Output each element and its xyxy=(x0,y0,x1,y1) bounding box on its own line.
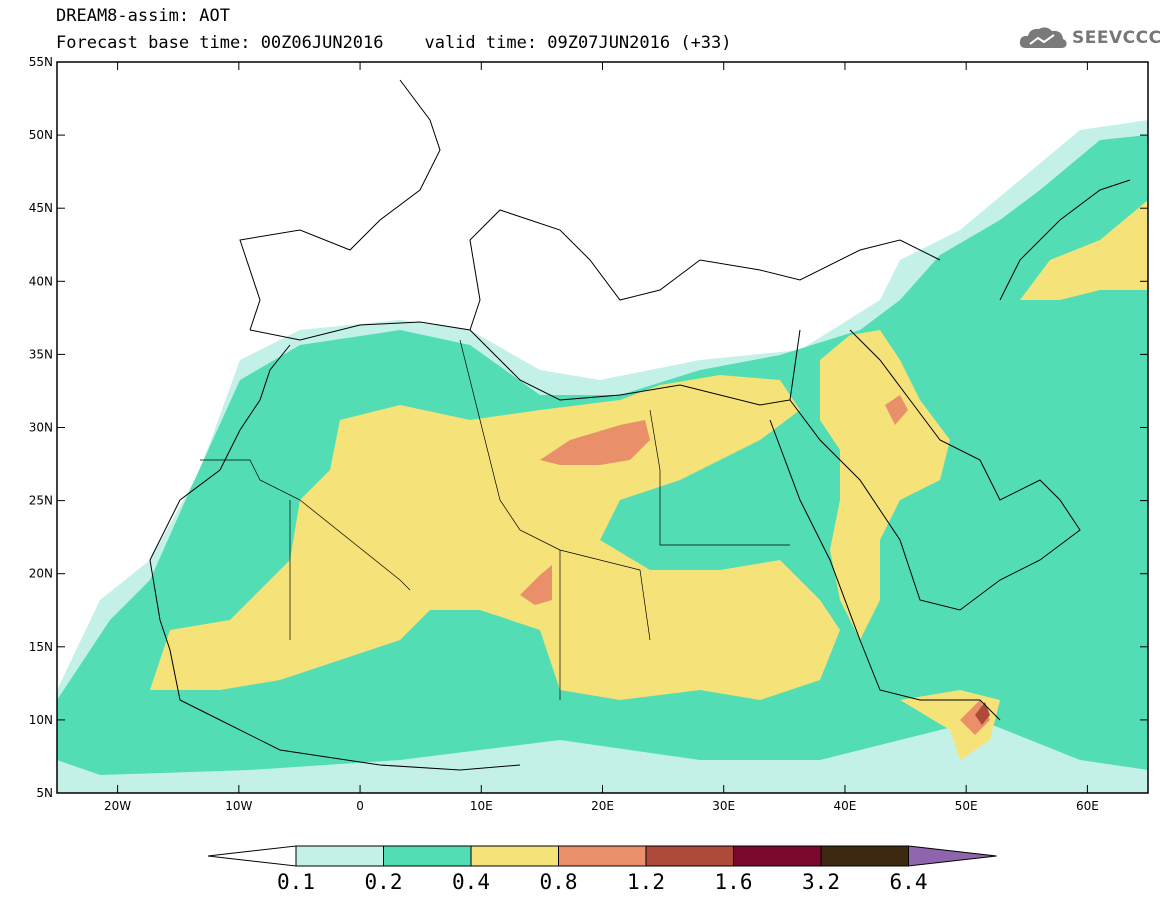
lat-tick-label: 55N xyxy=(29,55,53,69)
colorbar-label: 1.6 xyxy=(715,870,753,894)
logo-text: SEEVCCC xyxy=(1072,28,1162,48)
lat-tick-label: 35N xyxy=(29,347,53,361)
aot-band-0.4 xyxy=(150,375,840,700)
aot-band-0.4-caspian xyxy=(1020,200,1148,300)
map-title: DREAM8-assim: AOT xyxy=(56,6,230,26)
lon-axis: 20W 10W 0 10E 20E 30E 40E 50E 60E xyxy=(104,62,1099,813)
lon-tick-label: 20W xyxy=(104,799,131,813)
map-subtitle: Forecast base time: 00Z06JUN2016 valid t… xyxy=(56,33,732,53)
lat-tick-label: 30N xyxy=(29,421,53,435)
lon-tick-label: 60E xyxy=(1076,799,1099,813)
colorbar-label: 6.4 xyxy=(890,870,928,894)
colorbar-arrow-low xyxy=(207,845,297,867)
aot-band-0.4-arabia xyxy=(820,330,950,640)
colorbar-label: 0.1 xyxy=(277,870,315,894)
lon-tick-label: 50E xyxy=(955,799,978,813)
lat-tick-label: 40N xyxy=(29,274,53,288)
lat-tick-label: 5N xyxy=(36,786,53,800)
base-time-label: Forecast base time: 00Z06JUN2016 xyxy=(56,33,384,53)
aot-band-0.8-b xyxy=(520,565,552,605)
colorbar-box xyxy=(645,845,734,867)
seevccc-logo: SEEVCCC xyxy=(1018,24,1162,52)
lat-tick-label: 20N xyxy=(29,567,53,581)
lat-tick-label: 25N xyxy=(29,494,53,508)
colorbar-box xyxy=(383,845,472,867)
aot-band-0.8-a xyxy=(540,420,650,465)
colorbar-label: 3.2 xyxy=(802,870,840,894)
colorbar-box xyxy=(733,845,822,867)
colorbar-label: 1.2 xyxy=(627,870,665,894)
colorbar-box xyxy=(558,845,647,867)
lon-tick-label: 20E xyxy=(591,799,614,813)
coastlines xyxy=(149,79,1131,771)
colorbar-box xyxy=(295,845,384,867)
lat-tick-label: 15N xyxy=(29,640,53,654)
lat-tick-label: 50N xyxy=(29,128,53,142)
lon-tick-label: 40E xyxy=(834,799,857,813)
colorbar-label: 0.2 xyxy=(365,870,403,894)
lon-tick-label: 0 xyxy=(356,799,364,813)
colorbar-label: 0.8 xyxy=(540,870,578,894)
lon-tick-label: 10W xyxy=(225,799,252,813)
cloud-icon xyxy=(1019,27,1067,48)
colorbar-box xyxy=(820,845,909,867)
colorbar: 0.1 0.2 0.4 0.8 1.2 1.6 3.2 6.4 xyxy=(207,845,997,894)
aot-band-1.2 xyxy=(975,702,990,725)
lat-tick-label: 45N xyxy=(29,201,53,215)
lat-axis: 55N 50N 45N 40N 35N 30N 25N 20N 15N 10N 5N xyxy=(29,55,1148,800)
aot-field xyxy=(57,62,1148,793)
lon-tick-label: 10E xyxy=(470,799,493,813)
colorbar-arrow-high xyxy=(908,845,997,867)
lat-tick-label: 10N xyxy=(29,713,53,727)
colorbar-box xyxy=(470,845,559,867)
colorbar-label: 0.4 xyxy=(452,870,490,894)
valid-time-label: valid time: 09Z07JUN2016 (+33) xyxy=(424,33,732,53)
aot-band-0.8-c xyxy=(885,395,908,425)
borders xyxy=(200,339,790,700)
lon-tick-label: 30E xyxy=(712,799,735,813)
